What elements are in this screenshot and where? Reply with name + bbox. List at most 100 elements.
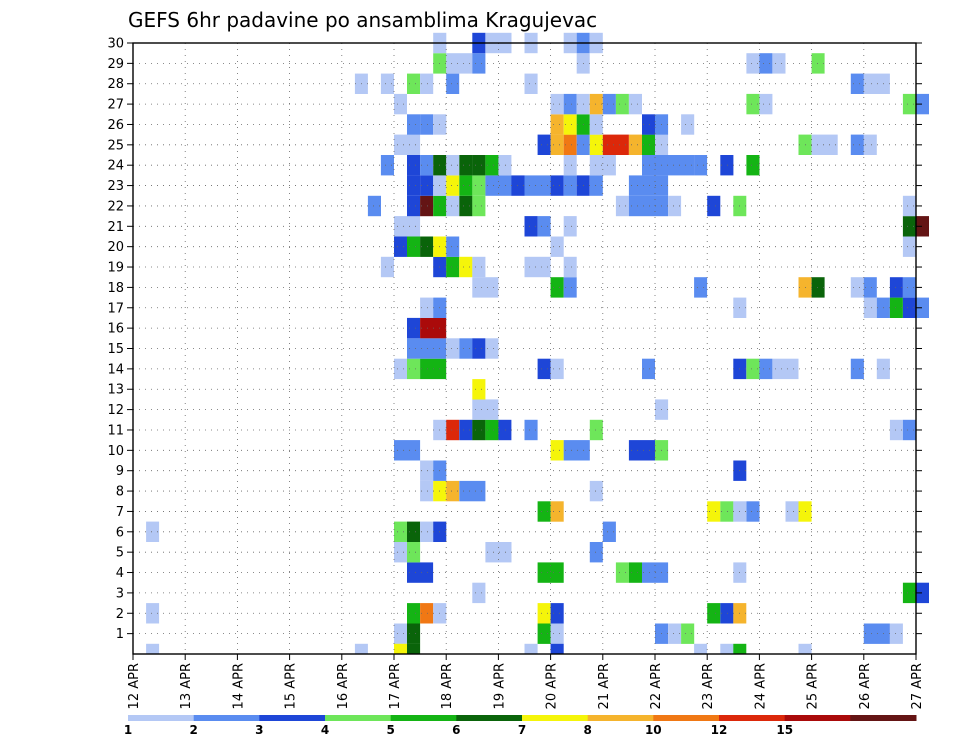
y-tick-label: 16 <box>107 322 124 337</box>
colorbar-swatch <box>653 715 720 721</box>
heatmap-cell <box>459 175 473 196</box>
chart-title: GEFS 6hr padavine po ansamblima Kragujev… <box>128 8 597 32</box>
heatmap-cell <box>472 53 486 74</box>
heatmap-cell <box>446 256 460 278</box>
heatmap-cell <box>498 155 512 176</box>
y-tick-label: 18 <box>107 281 124 296</box>
heatmap-cell <box>420 480 434 502</box>
colorbar-swatch <box>259 715 326 721</box>
heatmap-cell <box>550 358 564 380</box>
heatmap-cell <box>485 175 512 196</box>
heatmap-cell <box>420 195 434 217</box>
heatmap-cell <box>563 93 577 115</box>
heatmap-cell <box>563 277 577 298</box>
heatmap-cell <box>367 195 381 217</box>
x-tick-label: 18 APR <box>440 663 455 709</box>
heatmap-cell <box>850 73 864 94</box>
colorbar-label: 1 <box>124 723 132 737</box>
heatmap-cell <box>380 73 394 94</box>
heatmap-cell <box>394 93 407 115</box>
heatmap-cell <box>772 358 799 380</box>
heatmap-cell <box>394 216 421 237</box>
heatmap-cell <box>537 501 551 522</box>
heatmap-cell <box>407 643 421 654</box>
heatmap-cell <box>446 175 460 196</box>
heatmap-cell <box>407 317 421 339</box>
heatmap-cell <box>407 155 421 176</box>
colorbar-swatch <box>325 715 392 721</box>
heatmap-cell <box>863 73 890 94</box>
heatmap-cell <box>407 603 421 624</box>
heatmap-cell <box>707 195 721 217</box>
heatmap-cell <box>420 175 434 196</box>
heatmap-cell <box>720 643 734 654</box>
heatmap-cell <box>707 501 721 522</box>
heatmap-cell <box>902 277 916 298</box>
x-tick-label: 13 APR <box>179 663 194 709</box>
heatmap-cell <box>642 114 655 135</box>
heatmap-cell <box>902 236 916 257</box>
heatmap-cell <box>863 297 877 318</box>
heatmap-cell <box>407 562 434 583</box>
heatmap-cell <box>785 501 799 522</box>
heatmap-cell <box>720 603 734 624</box>
colorbar-label: 3 <box>255 723 263 737</box>
heatmap-cell <box>550 603 564 624</box>
heatmap-cell <box>628 562 642 583</box>
x-tick-label: 23 APR <box>701 663 716 709</box>
heatmap-cell <box>746 155 760 176</box>
x-tick-label: 12 APR <box>127 663 142 709</box>
heatmap-cell <box>550 134 564 155</box>
y-tick-label: 4 <box>116 566 124 581</box>
y-tick-label: 23 <box>107 179 124 194</box>
heatmap-cell <box>628 93 642 115</box>
heatmap-cell <box>524 419 538 441</box>
y-tick-label: 21 <box>107 220 124 235</box>
heatmap-cell <box>472 582 486 604</box>
heatmap-cell <box>563 155 577 176</box>
colorbar-swatch <box>522 715 589 721</box>
heatmap-cell <box>863 134 877 155</box>
x-tick-label: 20 APR <box>545 663 560 709</box>
heatmap-cell <box>681 114 695 135</box>
y-tick-label: 6 <box>116 525 124 540</box>
heatmap-cell <box>615 195 629 217</box>
y-tick-label: 15 <box>107 342 124 357</box>
heatmap-cell <box>550 93 564 115</box>
heatmap-cell <box>902 93 916 115</box>
y-tick-label: 22 <box>107 199 124 214</box>
heatmap-cell <box>563 440 590 461</box>
x-tick-label: 22 APR <box>649 663 664 709</box>
heatmap-cell <box>446 338 460 359</box>
heatmap-cell <box>459 155 473 176</box>
y-tick-label: 3 <box>116 586 124 601</box>
colorbar-swatch <box>128 715 195 721</box>
y-tick-label: 9 <box>116 464 124 479</box>
y-tick-label: 11 <box>107 423 124 438</box>
y-tick-label: 30 <box>107 37 124 52</box>
heatmap-cell <box>916 297 929 318</box>
heatmap-cell <box>354 643 368 654</box>
heatmap-cell <box>407 338 447 359</box>
heatmap-cell <box>628 195 669 217</box>
colorbar-swatch <box>456 715 523 721</box>
heatmap-cell <box>563 175 577 196</box>
heatmap-cell <box>550 114 564 135</box>
heatmap-cell <box>550 175 564 196</box>
heatmap-cell <box>720 501 734 522</box>
heatmap-cell <box>694 277 708 298</box>
heatmap-cell <box>394 440 421 461</box>
heatmap-cell <box>563 216 577 237</box>
heatmap-cell <box>446 195 460 217</box>
colorbar-swatch <box>193 715 260 721</box>
colorbar: 1 2 3 4 5 6 7 8 10 12 15 <box>124 715 917 737</box>
heatmap-cell <box>394 623 407 644</box>
heatmap-cell <box>420 236 434 257</box>
x-axis: 12 APR 13 APR 14 APR 15 APR 16 APR 17 APR 18 A… <box>127 654 925 709</box>
heatmap-cell <box>550 236 564 257</box>
heatmap-cell <box>720 155 734 176</box>
heatmap-cell <box>524 175 551 196</box>
heatmap-cell <box>589 175 603 196</box>
heatmap-cell <box>563 114 577 135</box>
